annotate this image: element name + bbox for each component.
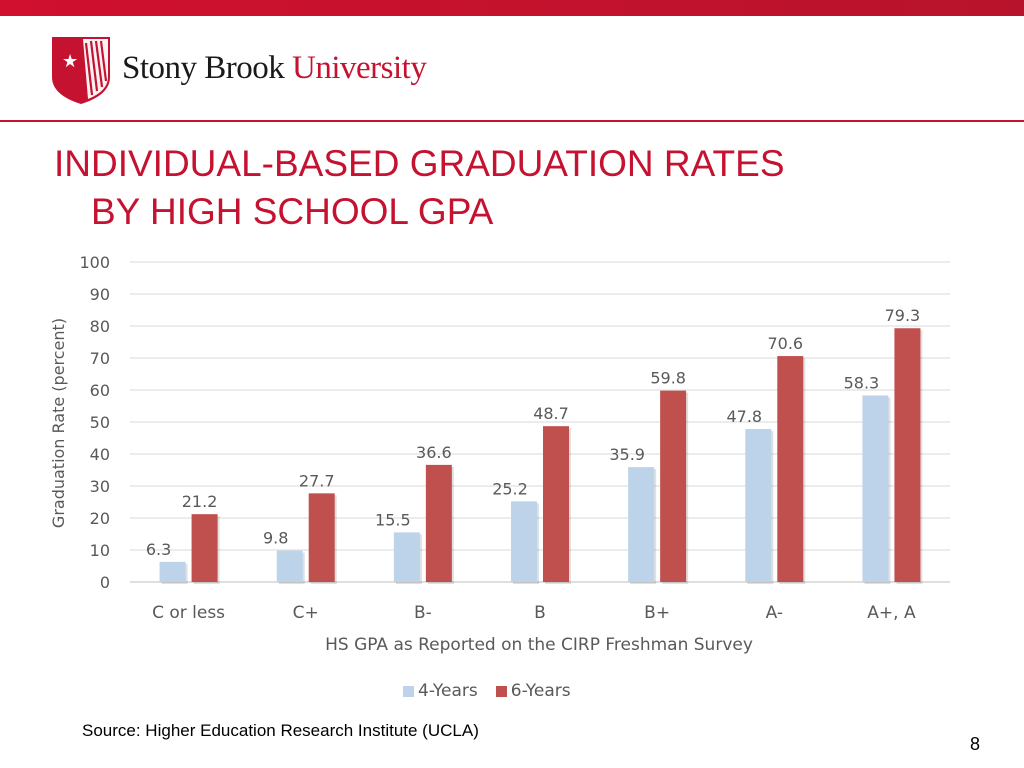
data-label: 47.8 bbox=[726, 407, 762, 426]
data-label: 21.2 bbox=[182, 492, 218, 511]
source-note: Source: Higher Education Research Instit… bbox=[82, 721, 479, 740]
y-tick-label: 90 bbox=[90, 285, 110, 304]
data-label: 25.2 bbox=[492, 479, 528, 498]
y-tick-label: 20 bbox=[90, 509, 110, 528]
bar-4-years bbox=[628, 467, 655, 582]
brand-part2: University bbox=[292, 50, 427, 86]
data-label: 9.8 bbox=[263, 529, 288, 548]
top-accent-bar bbox=[0, 0, 1024, 16]
x-tick-label: B bbox=[534, 603, 546, 623]
data-label: 48.7 bbox=[533, 404, 569, 423]
data-label: 27.7 bbox=[299, 471, 335, 490]
data-label: 35.9 bbox=[609, 445, 645, 464]
y-tick-label: 70 bbox=[90, 349, 110, 368]
data-label: 79.3 bbox=[885, 306, 921, 325]
bar-4-years bbox=[276, 550, 303, 582]
graduation-rate-chart: 0 10 20 30 40 50 60 70 80 90 100 6.3 21.2 9.8 27.7 15.… bbox=[49, 253, 950, 655]
bar-4-years bbox=[393, 532, 420, 582]
svg-text:★: ★ bbox=[62, 51, 78, 72]
legend-label-4-years: 4-Years bbox=[418, 681, 478, 701]
legend-item-4-years: 4-Years bbox=[403, 681, 478, 701]
bar-6-years bbox=[894, 328, 921, 582]
header-divider bbox=[0, 120, 1024, 122]
bar-4-years bbox=[159, 561, 186, 582]
bar-6-years bbox=[543, 426, 569, 582]
data-label: 36.6 bbox=[416, 443, 452, 462]
slide-title: INDIVIDUAL-BASED GRADUATION RATES BY HIG… bbox=[54, 140, 785, 236]
x-tick-label: B- bbox=[414, 603, 432, 623]
data-labels: 6.3 21.2 9.8 27.7 15.5 36.6 25.2 48.7 35.9 59.8 47… bbox=[146, 306, 920, 559]
gridlines bbox=[130, 261, 950, 583]
x-axis-ticks: C or less C+ B- B B+ A- A+, A bbox=[152, 603, 916, 623]
page-number: 8 bbox=[969, 734, 980, 754]
legend-swatch-6-years bbox=[495, 685, 507, 697]
bar-6-years bbox=[660, 390, 687, 582]
data-label: 70.6 bbox=[767, 334, 803, 353]
x-tick-label: A- bbox=[766, 603, 783, 623]
y-tick-label: 0 bbox=[100, 573, 110, 592]
title-line-1: INDIVIDUAL-BASED GRADUATION RATES bbox=[54, 143, 785, 184]
university-name: Stony Brook University bbox=[122, 50, 427, 87]
data-label: 59.8 bbox=[650, 369, 686, 388]
y-axis-label: Graduation Rate (percent) bbox=[49, 318, 68, 528]
university-shield-logo: ★ bbox=[52, 37, 110, 104]
y-tick-label: 40 bbox=[90, 445, 110, 464]
bar-6-years bbox=[777, 356, 804, 582]
bars bbox=[159, 328, 923, 584]
title-line-2: BY HIGH SCHOOL GPA bbox=[91, 191, 494, 232]
x-tick-label: A+, A bbox=[867, 603, 916, 623]
legend-item-6-years: 6-Years bbox=[495, 681, 571, 701]
bar-4-years bbox=[862, 395, 889, 582]
data-label: 15.5 bbox=[375, 510, 411, 529]
data-label: 58.3 bbox=[844, 373, 880, 392]
data-label: 6.3 bbox=[146, 540, 171, 559]
x-tick-label: C or less bbox=[152, 603, 225, 623]
legend-label-6-years: 6-Years bbox=[510, 681, 571, 701]
y-axis-ticks: 0 10 20 30 40 50 60 70 80 90 100 bbox=[79, 253, 110, 592]
bar-6-years bbox=[191, 514, 218, 582]
x-tick-label: C+ bbox=[293, 603, 319, 623]
bar-6-years bbox=[425, 464, 452, 582]
y-tick-label: 100 bbox=[79, 253, 110, 272]
bar-4-years bbox=[511, 501, 537, 582]
y-tick-label: 10 bbox=[90, 541, 110, 560]
x-axis-label: HS GPA as Reported on the CIRP Freshman … bbox=[325, 635, 753, 655]
brand-part1: Stony Brook bbox=[122, 50, 285, 86]
y-tick-label: 50 bbox=[90, 413, 110, 432]
x-tick-label: B+ bbox=[644, 603, 670, 623]
bar-6-years bbox=[308, 493, 335, 582]
bar-4-years bbox=[745, 429, 772, 582]
y-tick-label: 30 bbox=[90, 477, 110, 496]
chart-legend: 4-Years 6-Years bbox=[403, 681, 571, 701]
legend-swatch-4-years bbox=[403, 685, 414, 697]
y-tick-label: 60 bbox=[90, 381, 110, 400]
y-tick-label: 80 bbox=[90, 317, 110, 336]
